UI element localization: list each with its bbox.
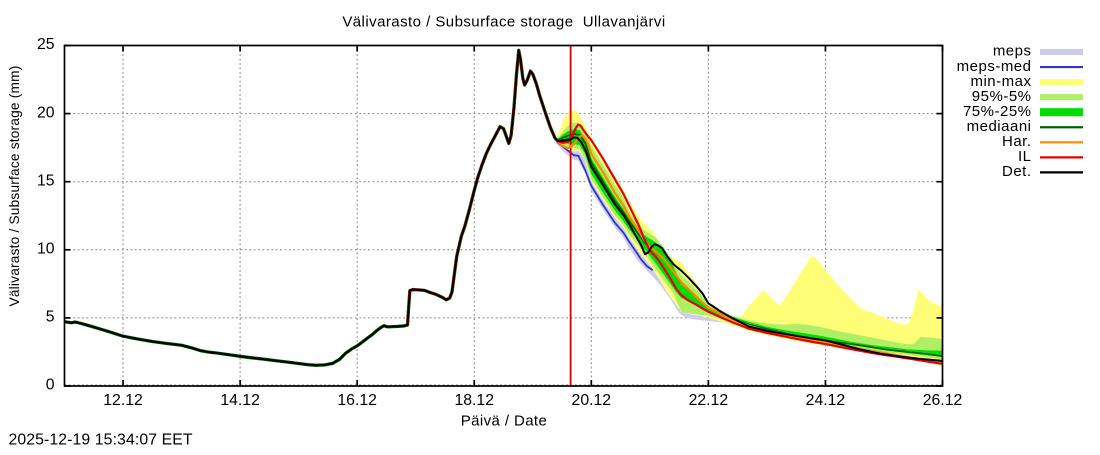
svg-text:Välivarasto / Subsurface stora: Välivarasto / Subsurface storage Ullavan…: [342, 13, 665, 30]
svg-text:25: 25: [37, 36, 55, 53]
svg-text:95%-5%: 95%-5%: [972, 88, 1032, 105]
svg-text:Har.: Har.: [1002, 133, 1032, 150]
svg-text:24.12: 24.12: [806, 392, 846, 409]
svg-text:meps: meps: [993, 43, 1032, 60]
svg-text:26.12: 26.12: [923, 392, 963, 409]
svg-text:meps-med: meps-med: [957, 58, 1032, 75]
svg-text:18.12: 18.12: [454, 392, 494, 409]
svg-text:min-max: min-max: [970, 73, 1031, 90]
svg-text:IL: IL: [1018, 148, 1032, 165]
svg-text:20: 20: [37, 104, 55, 121]
svg-text:5: 5: [46, 309, 55, 326]
svg-text:0: 0: [46, 377, 55, 394]
svg-text:15: 15: [37, 172, 55, 189]
svg-text:75%-25%: 75%-25%: [963, 103, 1032, 120]
svg-text:12.12: 12.12: [103, 392, 143, 409]
svg-text:2025-12-19 15:34:07 EET: 2025-12-19 15:34:07 EET: [9, 431, 193, 448]
svg-text:Päivä / Date: Päivä / Date: [461, 413, 548, 430]
svg-text:mediaani: mediaani: [967, 118, 1032, 135]
svg-text:20.12: 20.12: [572, 392, 612, 409]
svg-text:16.12: 16.12: [337, 392, 377, 409]
svg-text:Det.: Det.: [1002, 163, 1032, 180]
svg-text:Välivarasto / Subsurface stora: Välivarasto / Subsurface storage (mm): [7, 66, 22, 307]
svg-text:10: 10: [37, 241, 55, 258]
svg-text:22.12: 22.12: [689, 392, 729, 409]
svg-text:14.12: 14.12: [220, 392, 260, 409]
